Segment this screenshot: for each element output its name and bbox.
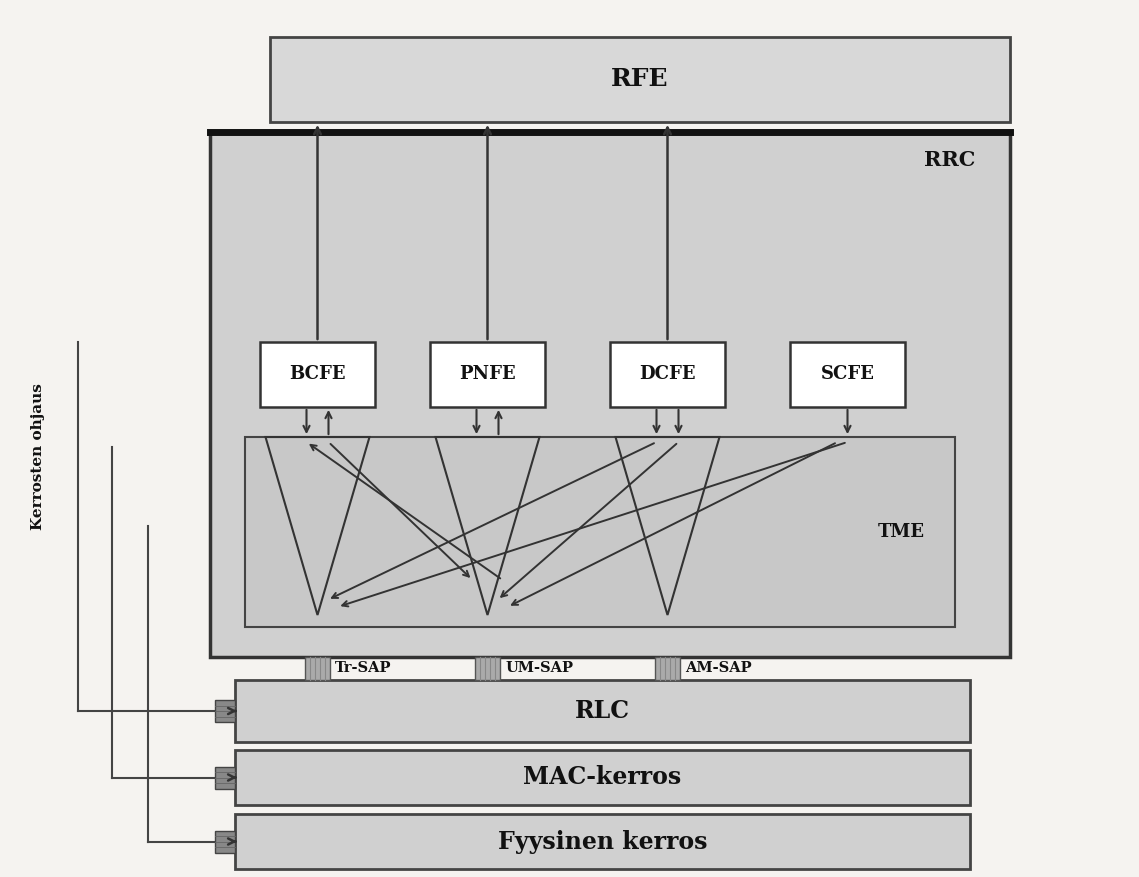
Text: BCFE: BCFE — [289, 366, 346, 383]
Text: Tr-SAP: Tr-SAP — [335, 661, 392, 675]
Text: Fyysinen kerros: Fyysinen kerros — [498, 830, 707, 853]
Text: RFE: RFE — [612, 68, 669, 91]
Text: AM-SAP: AM-SAP — [685, 661, 752, 675]
Bar — [215, 766, 235, 788]
Bar — [235, 680, 970, 742]
Bar — [215, 831, 235, 852]
Text: Kerrosten ohjaus: Kerrosten ohjaus — [31, 383, 46, 531]
Bar — [611, 342, 726, 407]
Bar — [215, 700, 235, 722]
Bar — [210, 132, 1010, 657]
Bar — [235, 750, 970, 805]
Bar — [655, 657, 680, 680]
Text: SCFE: SCFE — [820, 366, 875, 383]
Bar — [245, 437, 954, 627]
Text: DCFE: DCFE — [639, 366, 696, 383]
Text: UM-SAP: UM-SAP — [505, 661, 573, 675]
Bar — [270, 37, 1010, 122]
Bar — [260, 342, 375, 407]
Text: RRC: RRC — [924, 150, 975, 170]
Bar — [431, 342, 544, 407]
Text: RLC: RLC — [575, 699, 630, 723]
Bar — [235, 814, 970, 869]
Bar — [305, 657, 330, 680]
Text: MAC-kerros: MAC-kerros — [524, 766, 681, 789]
Text: TME: TME — [878, 523, 925, 541]
Text: PNFE: PNFE — [459, 366, 516, 383]
Bar — [475, 657, 500, 680]
Bar — [790, 342, 906, 407]
